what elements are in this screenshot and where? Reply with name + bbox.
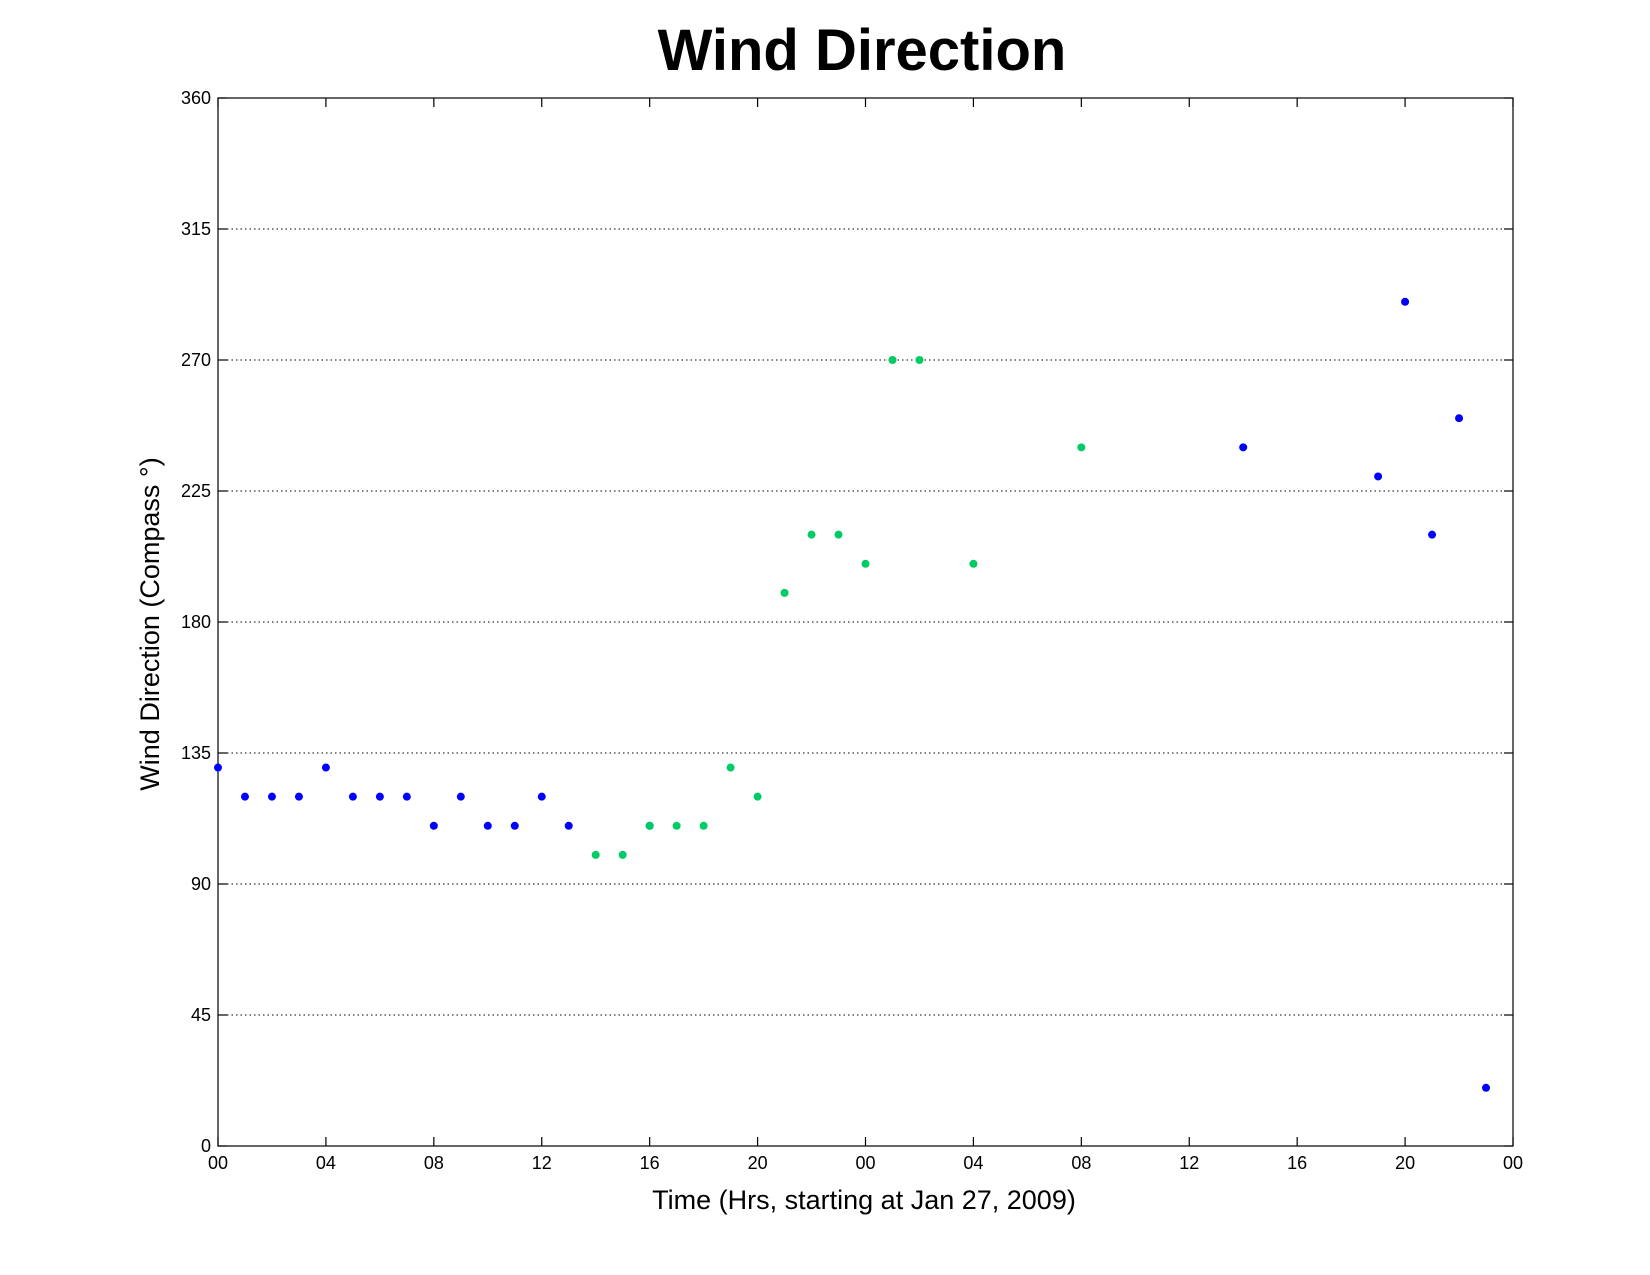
x-tick-label: 00 bbox=[1503, 1153, 1523, 1173]
data-point bbox=[834, 530, 843, 539]
y-tick-label: 45 bbox=[191, 1005, 211, 1025]
y-tick-label: 315 bbox=[181, 219, 211, 239]
y-tick-label: 135 bbox=[181, 743, 211, 763]
data-point bbox=[564, 821, 573, 830]
data-point bbox=[753, 792, 762, 801]
grid-lines bbox=[218, 228, 1513, 1016]
x-tick-labels: 00 04 08 12 16 20 00 04 08 12 16 20 00 bbox=[208, 1153, 1523, 1173]
y-tick-label: 225 bbox=[181, 481, 211, 501]
x-tick-label: 04 bbox=[316, 1153, 336, 1173]
data-point bbox=[969, 559, 978, 568]
data-point bbox=[699, 821, 708, 830]
data-point bbox=[537, 792, 546, 801]
x-tick-label: 16 bbox=[640, 1153, 660, 1173]
data-point bbox=[348, 792, 357, 801]
data-point bbox=[483, 821, 492, 830]
x-tick-label: 12 bbox=[532, 1153, 552, 1173]
data-point bbox=[1428, 530, 1437, 539]
data-points bbox=[214, 297, 1491, 1092]
data-point bbox=[645, 821, 654, 830]
data-point bbox=[915, 356, 924, 364]
x-tick-label: 16 bbox=[1287, 1153, 1307, 1173]
x-tick-label: 00 bbox=[208, 1153, 228, 1173]
data-point bbox=[240, 792, 249, 801]
data-point bbox=[510, 821, 519, 830]
y-tick-label: 0 bbox=[201, 1136, 211, 1156]
axis-ticks bbox=[217, 97, 1514, 1147]
x-tick-label: 20 bbox=[1395, 1153, 1415, 1173]
x-tick-label: 00 bbox=[855, 1153, 875, 1173]
x-tick-label: 08 bbox=[424, 1153, 444, 1173]
data-point bbox=[321, 763, 330, 772]
data-point bbox=[267, 792, 276, 801]
x-tick-label: 08 bbox=[1071, 1153, 1091, 1173]
data-point bbox=[214, 763, 222, 772]
data-point bbox=[294, 792, 303, 801]
x-tick-label: 04 bbox=[963, 1153, 983, 1173]
data-point bbox=[1401, 297, 1410, 306]
data-point bbox=[618, 850, 627, 859]
x-tick-label: 12 bbox=[1179, 1153, 1199, 1173]
data-point bbox=[402, 792, 411, 801]
data-point bbox=[888, 356, 897, 364]
data-point bbox=[1077, 443, 1086, 452]
x-tick-label: 20 bbox=[748, 1153, 768, 1173]
data-point bbox=[591, 850, 600, 859]
x-axis-label: Time (Hrs, starting at Jan 27, 2009) bbox=[652, 1185, 1076, 1215]
data-point bbox=[726, 763, 735, 772]
data-point bbox=[1239, 443, 1248, 452]
chart-title: Wind Direction bbox=[658, 18, 1067, 83]
data-point bbox=[375, 792, 384, 801]
y-axis-label: Wind Direction (Compass °) bbox=[135, 457, 165, 790]
data-point bbox=[429, 821, 438, 830]
data-point bbox=[861, 559, 870, 568]
y-tick-label: 90 bbox=[191, 874, 211, 894]
y-tick-label: 180 bbox=[181, 612, 211, 632]
data-point bbox=[456, 792, 465, 801]
y-tick-label: 270 bbox=[181, 350, 211, 370]
y-tick-labels: 0 45 90 135 180 225 270 315 360 bbox=[181, 88, 211, 1156]
data-point bbox=[807, 530, 816, 539]
data-point bbox=[780, 588, 789, 597]
y-tick-label: 360 bbox=[181, 88, 211, 108]
data-point bbox=[1455, 414, 1464, 423]
data-point bbox=[1482, 1083, 1491, 1092]
data-point bbox=[672, 821, 681, 830]
data-point bbox=[1374, 472, 1383, 481]
